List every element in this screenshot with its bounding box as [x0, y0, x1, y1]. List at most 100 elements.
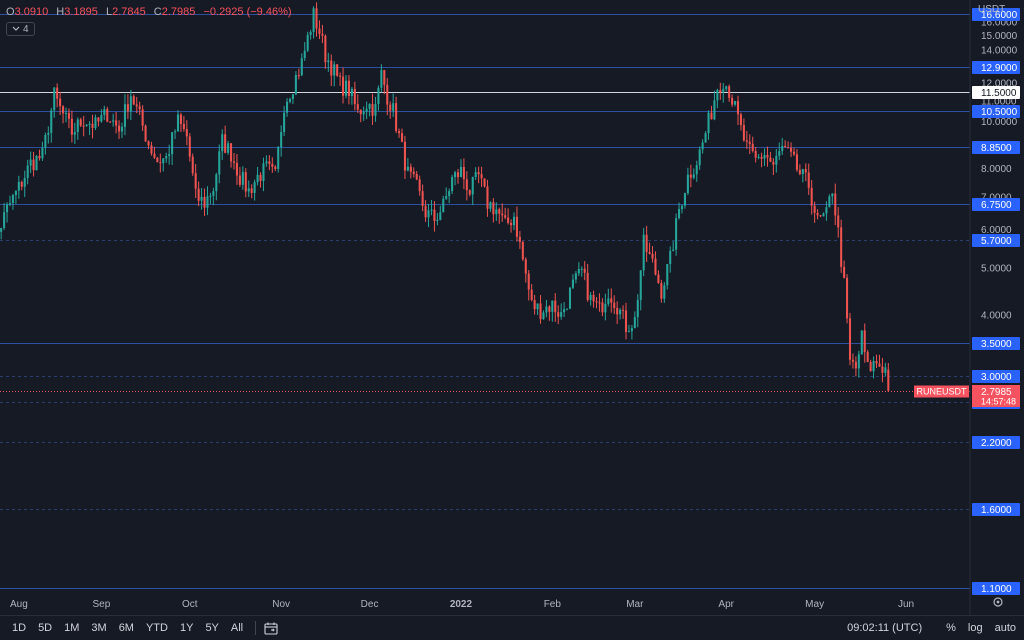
candle-body — [212, 191, 215, 196]
timeframe-button[interactable]: 1M — [64, 622, 80, 634]
symbol-label: RUNEUSDT — [916, 387, 967, 397]
level-badge-label: 3.0000 — [981, 372, 1012, 383]
clock-time[interactable]: 09:02:11 (UTC) — [847, 622, 923, 634]
bottom-toolbar: 1D 5D 1M 3M 6M YTD 1Y 5Y All 09:02:11 (UTC) % lo… — [0, 615, 1024, 640]
candle-body — [775, 155, 778, 165]
candle-body — [224, 134, 227, 153]
timeframe-button[interactable]: All — [230, 622, 244, 634]
time-tick-label: Jun — [898, 599, 914, 610]
candle-body — [380, 70, 383, 88]
candle-body — [725, 86, 728, 89]
candle-body — [91, 123, 94, 128]
price-tick-label: 5.0000 — [981, 263, 1012, 274]
candle-body — [474, 172, 477, 178]
timeframe-button[interactable]: 3M — [91, 622, 107, 634]
candle-body — [766, 155, 769, 158]
time-tick-label: Aug — [10, 599, 28, 610]
candle-body — [424, 205, 427, 218]
candle-body — [283, 112, 286, 132]
candle-body — [533, 299, 536, 310]
close-key: C — [153, 6, 162, 18]
candle-body — [686, 174, 689, 194]
timeframe-button[interactable]: 6M — [118, 622, 134, 634]
candle-body — [713, 100, 716, 120]
candle-body — [171, 132, 174, 155]
candle-body — [85, 124, 88, 126]
time-tick-label: 2022 — [450, 599, 473, 610]
candle-body — [6, 204, 9, 213]
candle-body — [616, 308, 619, 315]
timeframe-button[interactable]: 1Y — [179, 622, 194, 634]
candle-body — [831, 193, 834, 197]
currency-selector[interactable]: USDT — [978, 4, 1024, 15]
candle-body — [79, 119, 82, 126]
candle-body — [103, 109, 106, 116]
candle-body — [312, 8, 315, 32]
candle-body — [551, 300, 554, 312]
candle-body — [339, 75, 342, 77]
candle-body — [241, 172, 244, 185]
candle-body — [630, 328, 633, 332]
candle-body — [459, 166, 462, 178]
candle-body — [321, 33, 324, 36]
candle-body — [291, 94, 294, 99]
candle-body — [230, 143, 233, 162]
candle-body — [772, 161, 775, 165]
candle-body — [17, 181, 20, 191]
candle-body — [383, 70, 386, 85]
candle-body — [32, 159, 35, 171]
toolbar-divider — [255, 621, 257, 635]
candle-body — [492, 202, 495, 215]
candle-body — [179, 114, 182, 124]
candle-body — [745, 140, 748, 142]
candle-body — [728, 86, 731, 98]
candle-body — [64, 112, 68, 114]
candle-body — [813, 205, 816, 213]
log-toggle[interactable]: log — [967, 622, 983, 634]
timeframe-button[interactable]: 1D — [12, 622, 27, 634]
settings-gear-icon[interactable] — [993, 597, 1003, 607]
time-tick-label: Oct — [182, 599, 198, 610]
candle-body — [439, 212, 442, 220]
candle-body — [368, 103, 371, 109]
timeframe-button[interactable]: 5Y — [205, 622, 219, 634]
candle-body — [742, 125, 745, 141]
candle-body — [734, 101, 737, 105]
candle-body — [123, 104, 126, 127]
timeframe-button[interactable]: 5D — [38, 622, 53, 634]
high-value: 3.1895 — [64, 6, 98, 18]
candle-body — [510, 222, 513, 226]
candle-body — [112, 120, 115, 122]
candle-body — [315, 8, 318, 29]
candle-body — [389, 104, 392, 111]
percent-toggle[interactable]: % — [946, 622, 956, 634]
open-key: O — [6, 6, 15, 18]
candle-body — [232, 161, 236, 163]
candle-body — [869, 362, 872, 372]
candle-body — [38, 156, 41, 159]
candle-body — [680, 205, 684, 210]
level-badge-bg — [972, 337, 1020, 350]
level-badge-bg — [972, 436, 1020, 449]
candle-body — [141, 109, 144, 126]
candle-body — [221, 134, 224, 152]
candle-body — [100, 115, 103, 122]
price-tick-label: 16.0000 — [981, 17, 1018, 28]
candle-body — [619, 309, 622, 315]
level-badge-bg — [972, 61, 1020, 74]
candle-body — [834, 193, 837, 216]
candle-body — [530, 289, 533, 300]
level-badge-bg — [972, 503, 1020, 516]
price-tick-label: 6.0000 — [981, 225, 1012, 236]
auto-toggle[interactable]: auto — [994, 622, 1016, 634]
timeframe-button[interactable]: YTD — [145, 622, 168, 634]
candle-body — [739, 114, 742, 126]
candle-body — [395, 103, 398, 132]
candle-body — [763, 155, 766, 159]
candle-body — [518, 236, 521, 242]
candle-body — [0, 228, 3, 232]
indicators-toggle[interactable]: 4 — [6, 22, 35, 36]
candle-body — [851, 359, 854, 362]
calendar-icon[interactable] — [264, 622, 278, 635]
